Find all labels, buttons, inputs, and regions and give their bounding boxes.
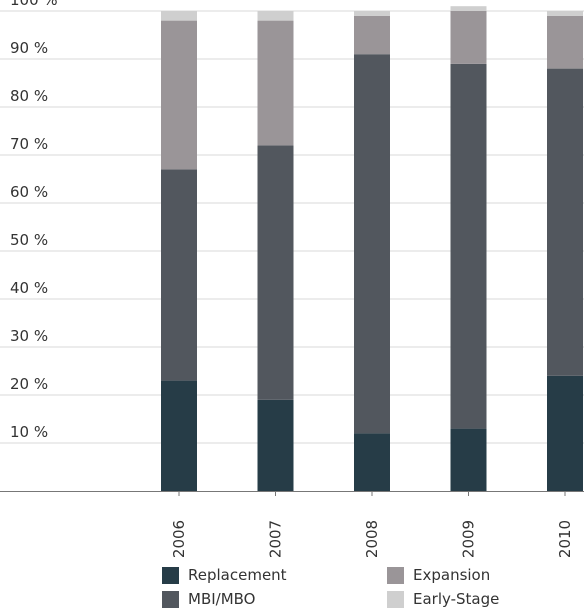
bar-2007-early-stage (257, 11, 294, 21)
bar-2010-early-stage (547, 11, 583, 16)
x-tick-label-2008: 2008 (363, 520, 381, 558)
y-tick-label-30: 30 % (10, 327, 48, 345)
bar-stack-2010 (547, 11, 583, 491)
bar-2006-expansion (161, 20, 197, 170)
bar-stack-2008 (354, 11, 390, 491)
y-tick-label-40: 40 % (10, 279, 48, 297)
bar-2009-replacement (450, 428, 487, 491)
bar-2008-mbi-mbo (354, 54, 390, 434)
bar-2006-mbi-mbo (161, 169, 197, 381)
legend-item-mbi-mbo: MBI/MBO (162, 590, 256, 608)
y-tick-label-60: 60 % (10, 183, 48, 201)
bar-2010-expansion (547, 15, 583, 69)
bar-2008-expansion (354, 15, 390, 55)
x-axis-tick-labels: 2006 2007 2008 2009 2010 (170, 491, 574, 558)
bar-2008-early-stage (354, 11, 390, 16)
bar-stack-2006 (161, 11, 197, 491)
bar-2008-replacement (354, 433, 390, 491)
legend-item-expansion: Expansion (387, 566, 490, 584)
bar-2009-mbi-mbo (450, 63, 487, 429)
bar-2006-early-stage (161, 11, 197, 21)
bar-stack-2009 (450, 6, 487, 491)
x-tick-label-2010: 2010 (556, 520, 574, 558)
legend-label-mbi-mbo: MBI/MBO (188, 590, 256, 608)
bar-2009-early-stage (450, 6, 487, 11)
y-tick-label-90: 90 % (10, 39, 48, 57)
legend-swatch-replacement (162, 566, 179, 584)
y-tick-label-100: 100 % (10, 0, 58, 9)
y-axis-tick-labels: 10 % 20 % 30 % 40 % 50 % 60 % 70 % 80 % 90 % 100 … (10, 0, 58, 441)
legend-item-replacement: Replacement (162, 566, 287, 584)
legend-label-replacement: Replacement (188, 566, 287, 584)
bars (161, 6, 583, 491)
y-tick-label-80: 80 % (10, 87, 48, 105)
bar-stack-2007 (257, 11, 294, 491)
bar-2007-mbi-mbo (257, 145, 294, 400)
x-tick-label-2009: 2009 (460, 520, 478, 558)
bar-2006-replacement (161, 380, 197, 491)
legend-swatch-expansion (387, 566, 404, 584)
bar-2007-expansion (257, 20, 294, 146)
legend-swatch-early-stage (387, 590, 404, 608)
bar-2010-replacement (547, 375, 583, 491)
x-tick-label-2007: 2007 (267, 520, 285, 558)
y-tick-label-70: 70 % (10, 135, 48, 153)
y-tick-label-10: 10 % (10, 423, 48, 441)
legend-swatch-mbi-mbo (162, 590, 179, 608)
bar-2009-expansion (450, 11, 487, 64)
x-tick-label-2006: 2006 (170, 520, 188, 558)
legend-label-expansion: Expansion (413, 566, 491, 584)
y-tick-label-20: 20 % (10, 375, 48, 393)
y-tick-label-50: 50 % (10, 231, 48, 249)
legend-label-early-stage: Early-Stage (413, 590, 500, 608)
legend-item-early-stage: Early-Stage (387, 590, 499, 608)
bar-2007-replacement (257, 399, 294, 491)
bar-2010-mbi-mbo (547, 68, 583, 376)
